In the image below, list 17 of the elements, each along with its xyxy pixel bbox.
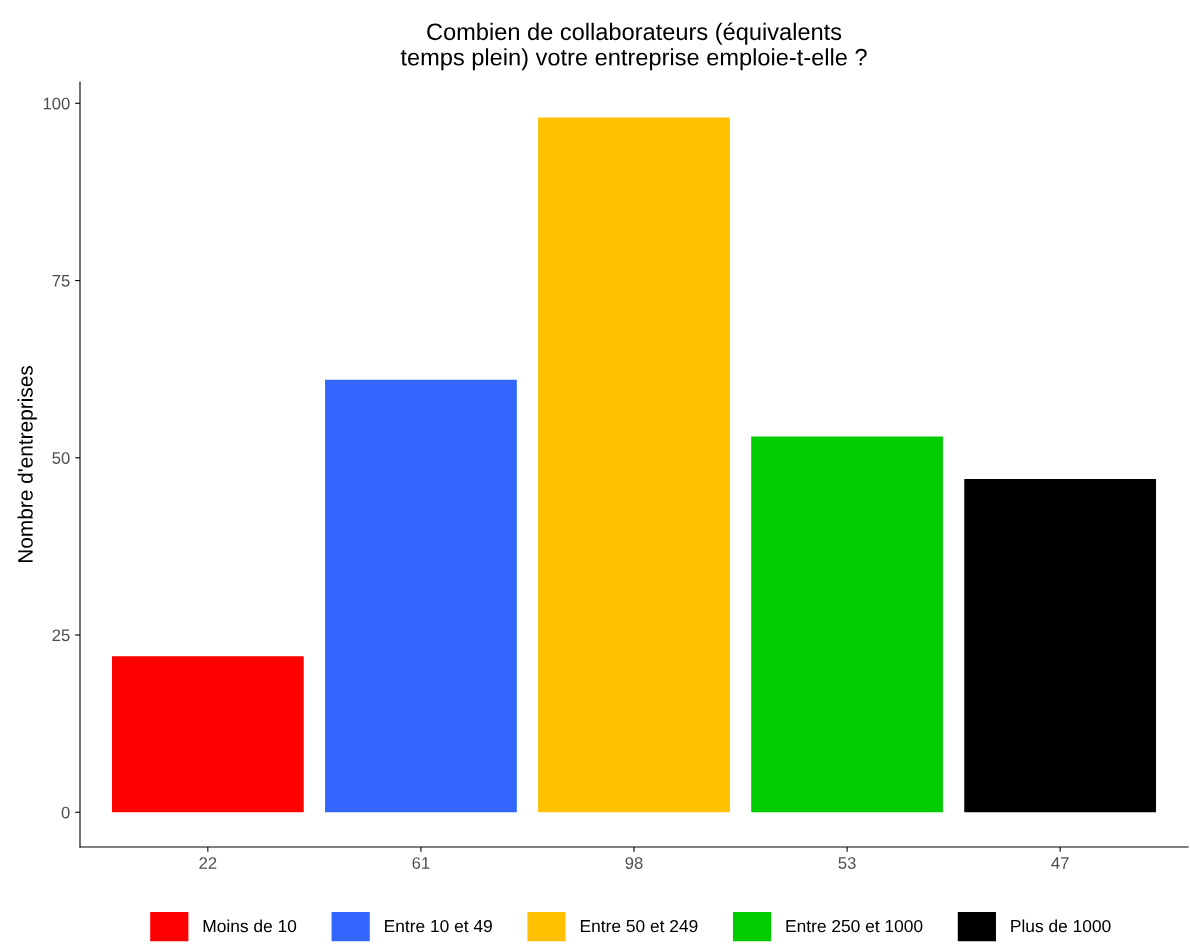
x-tick-label: 98 bbox=[625, 857, 643, 869]
legend-label: Moins de 10 bbox=[203, 919, 297, 933]
y-tick-label: 100 bbox=[43, 97, 70, 110]
x-tick-label: 61 bbox=[412, 857, 430, 869]
legend-label: Entre 10 et 49 bbox=[385, 919, 492, 933]
chart-title: Combien de collaborateurs (équivalents temps plein) votre entreprise emploie-t-elle ? bbox=[400, 22, 867, 71]
y-tick-label: 75 bbox=[52, 275, 70, 287]
x-tick-label: 53 bbox=[838, 857, 856, 869]
x-tick-label: 47 bbox=[1051, 857, 1069, 869]
y-axis-title: Nombre d'entreprises bbox=[17, 365, 37, 563]
y-tick-label: 50 bbox=[52, 452, 70, 464]
legend-label: Entre 250 et 1000 bbox=[786, 919, 923, 933]
legend-label: Plus de 1000 bbox=[1011, 919, 1111, 933]
x-tick-label: 22 bbox=[199, 857, 217, 869]
legend-label: Entre 50 et 249 bbox=[580, 919, 698, 933]
y-tick-label: 0 bbox=[61, 806, 70, 819]
y-tick-label: 25 bbox=[52, 629, 70, 642]
